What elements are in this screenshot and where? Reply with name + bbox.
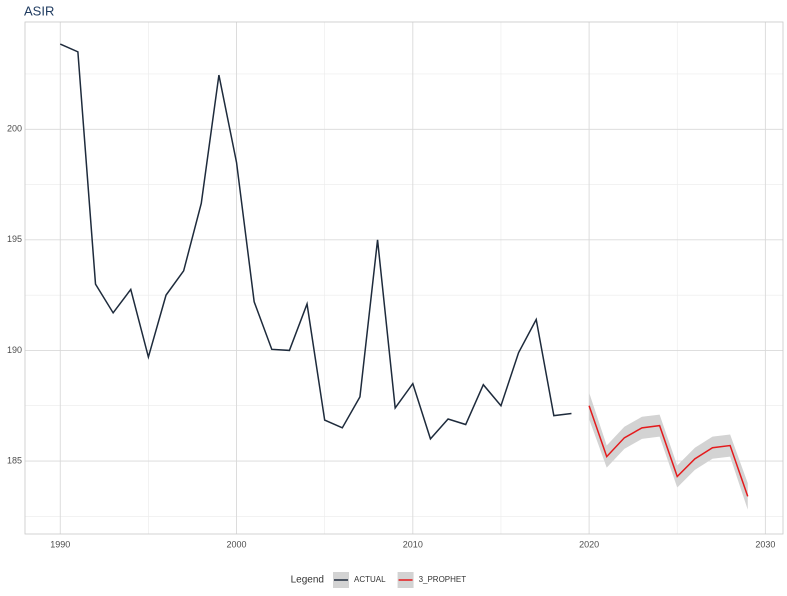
legend-title: Legend bbox=[291, 575, 324, 586]
legend-label: ACTUAL bbox=[354, 575, 386, 584]
x-tick-label: 2010 bbox=[403, 539, 423, 549]
legend-label: 3_PROPHET bbox=[419, 575, 467, 584]
y-tick-label: 190 bbox=[7, 345, 22, 355]
series-line bbox=[59, 43, 572, 441]
x-tick-label: 1990 bbox=[50, 539, 70, 549]
x-tick-label: 2000 bbox=[227, 539, 247, 549]
x-tick-label: 2020 bbox=[579, 539, 599, 549]
panel-border bbox=[24, 21, 784, 535]
x-tick-label: 2030 bbox=[755, 539, 775, 549]
y-tick-label: 195 bbox=[7, 234, 22, 244]
y-tick-label: 185 bbox=[7, 455, 22, 465]
y-tick-label: 200 bbox=[7, 124, 22, 134]
series-line bbox=[588, 405, 749, 497]
chart-title: ASIR bbox=[24, 3, 54, 18]
